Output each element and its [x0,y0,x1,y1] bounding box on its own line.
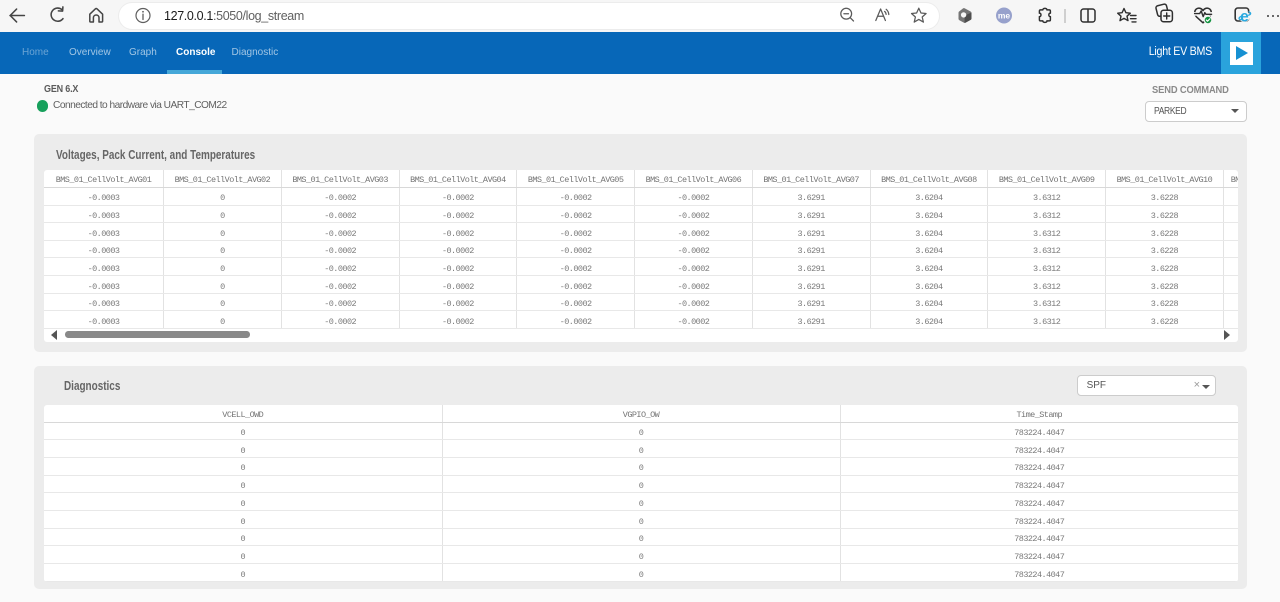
svg-text:e: e [1240,9,1249,26]
svg-text:me: me [998,11,1011,21]
